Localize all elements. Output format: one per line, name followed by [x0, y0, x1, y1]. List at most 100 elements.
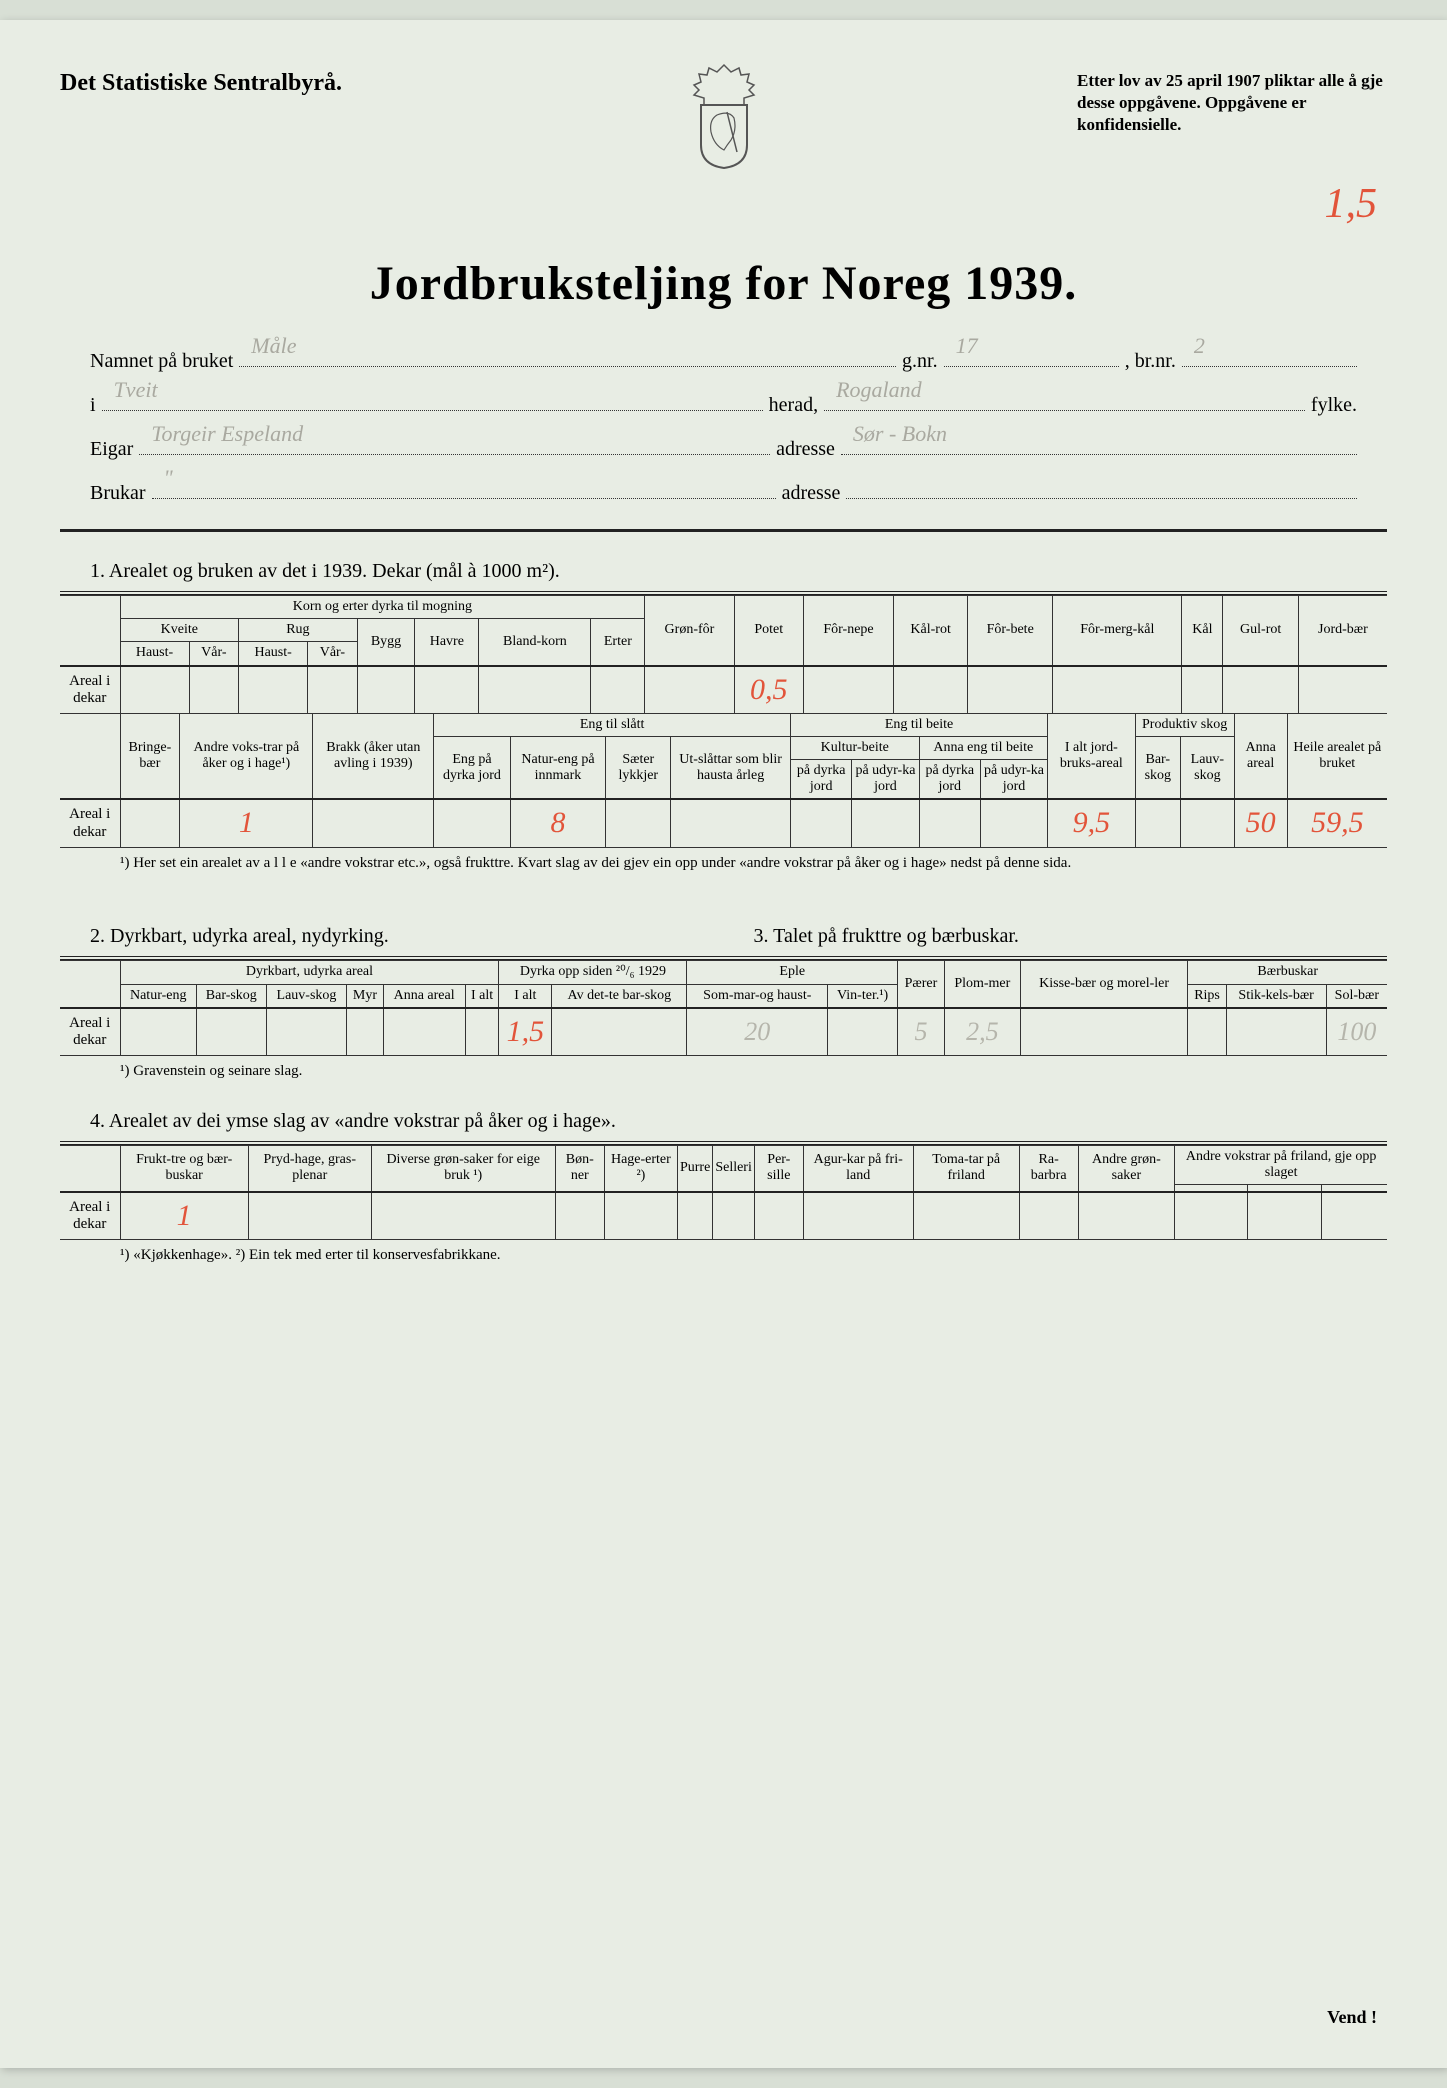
val-natureng: 8 [510, 799, 606, 847]
col-pryd: Pryd-hage, gras-plenar [248, 1145, 371, 1192]
col-bringe: Bringe-bær [120, 714, 180, 800]
label-brukar: Brukar [90, 473, 146, 513]
col-tomat: Toma-tar på friland [913, 1145, 1019, 1192]
col-fornepe: Fôr-nepe [803, 596, 893, 666]
col-saeter: Sæter lykkjer [606, 737, 671, 800]
col-dyrkaopp: Dyrka opp siden ²⁰/₆ 1929 [499, 961, 687, 984]
col-engdyrka: Eng på dyrka jord [434, 737, 510, 800]
col-andrefri: Andre vokstrar på friland, gje opp slage… [1175, 1145, 1387, 1184]
col-bland: Bland-korn [479, 619, 591, 666]
section3-title: 3. Talet på frukttre og bærbuskar. [754, 925, 1388, 948]
col-kalrot: Kål-rot [894, 596, 968, 666]
col-kulturbeite: Kultur-beite [790, 737, 919, 760]
col-rug: Rug [239, 619, 358, 642]
col-lauvskog2: Lauv-skog [266, 984, 347, 1008]
section2-title: 2. Dyrkbart, udyrka areal, nydyrking. [90, 925, 724, 948]
val-ialt: 9,5 [1048, 799, 1135, 847]
form-title: Jordbruksteljing for Noreg 1939. [60, 256, 1387, 311]
table1b: Bringe-bær Andre voks-trar på åker og i … [60, 713, 1387, 848]
col-ialtjord: I alt jord-bruks-areal [1048, 714, 1135, 800]
col-barskog: Bar-skog [1135, 737, 1181, 800]
section4-title: 4. Arealet av dei ymse slag av «andre vo… [90, 1110, 1387, 1133]
col-purre: Purre [677, 1145, 712, 1192]
turn-over-label: Vend ! [1327, 2007, 1377, 2028]
col-engbeite: Eng til beite [790, 714, 1047, 737]
col-paerer: Pærer [898, 961, 945, 1008]
col-baerbuskar: Bærbuskar [1188, 961, 1387, 984]
col-potet: Potet [734, 596, 803, 666]
identification-block: Namnet på bruket Måle g.nr. 17 , br.nr. … [60, 341, 1387, 513]
col-rabarbra: Ra-barbra [1019, 1145, 1078, 1192]
val-solbaer: 100 [1326, 1008, 1387, 1056]
col-ialt3: I alt [499, 984, 552, 1008]
col-rug-haust: Haust- [239, 642, 308, 666]
col-natureng2: Natur-eng [120, 984, 196, 1008]
section1-title: 1. Arealet og bruken av det i 1939. Deka… [90, 560, 1387, 583]
col-vinter: Vin-ter.¹) [828, 984, 898, 1008]
table4: Frukt-tre og bær-buskar Pryd-hage, gras-… [60, 1145, 1387, 1241]
label-adresse: adresse [776, 429, 835, 469]
col-sommar: Som-mar-og haust- [687, 984, 828, 1008]
label-fylke: fylke. [1311, 385, 1357, 425]
legal-notice: Etter lov av 25 april 1907 pliktar alle … [1077, 70, 1387, 136]
col-hageerter: Hage-erter ²) [604, 1145, 677, 1192]
col-dyrkbart-group: Dyrkbart, udyrka areal [120, 961, 499, 984]
col-havre: Havre [415, 619, 479, 666]
label-i: i [90, 385, 96, 425]
val-plommer: 2,5 [944, 1008, 1020, 1056]
col-andrev: Andre voks-trar på åker og i hage¹) [180, 714, 313, 800]
footnote-s4: ¹) «Kjøkkenhage». ²) Ein tek med erter t… [120, 1246, 1387, 1266]
col-avdet: Av det-te bar-skog [552, 984, 687, 1008]
field-parish: Tveit [102, 387, 763, 411]
coat-of-arms-icon [679, 60, 769, 170]
field-brnr: 2 [1182, 343, 1357, 367]
val-ialt2: 1,5 [499, 1008, 552, 1056]
col-kv-var: Vår- [189, 642, 239, 666]
footnote-s1: ¹) Her set ein arealet av a l l e «andre… [120, 854, 1387, 874]
col-engslatt: Eng til slått [434, 714, 791, 737]
label-adresse2: adresse [782, 473, 841, 513]
col-brakk: Brakk (åker utan avling i 1939) [313, 714, 434, 800]
label-name: Namnet på bruket [90, 341, 233, 381]
col-erter: Erter [591, 619, 645, 666]
col-forbete: Fôr-bete [968, 596, 1053, 666]
row-label-1a: Areal i dekar [60, 666, 120, 714]
row-label-23: Areal i dekar [60, 1008, 120, 1056]
col-selleri: Selleri [713, 1145, 755, 1192]
field-name: Måle [239, 343, 896, 367]
col-heile: Heile arealet på bruket [1287, 714, 1387, 800]
col-stikkels: Stik-kels-bær [1226, 984, 1326, 1008]
row-label-4: Areal i dekar [60, 1192, 120, 1240]
val-heile: 59,5 [1287, 799, 1387, 847]
col-kv-haust: Haust- [120, 642, 189, 666]
col-kveite: Kveite [120, 619, 239, 642]
col-kb-dyrka: på dyrka jord [790, 760, 851, 800]
col-barskog2: Bar-skog [196, 984, 266, 1008]
footnote-s2: ¹) Gravenstein og seinare slag. [120, 1062, 1387, 1082]
col-grain-group: Korn og erter dyrka til mogning [120, 596, 645, 619]
col-bonner: Bøn-ner [555, 1145, 604, 1192]
agency-name: Det Statistiske Sentralbyrå. [60, 70, 342, 97]
col-anna2: Anna areal [383, 984, 465, 1008]
col-rips: Rips [1188, 984, 1226, 1008]
val-frukt: 1 [120, 1192, 248, 1240]
col-frukt: Frukt-tre og bær-buskar [120, 1145, 248, 1192]
col-rug-var: Vår- [308, 642, 358, 666]
col-ab-dyrka: på dyrka jord [919, 760, 980, 800]
col-plommer: Plom-mer [944, 961, 1020, 1008]
col-diverse: Diverse grøn-saker for eige bruk ¹) [371, 1145, 555, 1192]
field-eigar: Torgeir Espeland [139, 431, 770, 455]
label-eigar: Eigar [90, 429, 133, 469]
col-natureng: Natur-eng på innmark [510, 737, 606, 800]
val-potet: 0,5 [734, 666, 803, 714]
table1a: Korn og erter dyrka til mogning Grøn-fôr… [60, 595, 1387, 714]
col-persille: Per-sille [754, 1145, 803, 1192]
col-formerg: Fôr-merg-kål [1053, 596, 1182, 666]
col-ialt2: I alt [465, 984, 499, 1008]
row-label-1b: Areal i dekar [60, 799, 120, 847]
col-ab-udyrka: på udyr-ka jord [980, 760, 1047, 800]
col-utslattar: Ut-slåttar som blir hausta årleg [671, 737, 791, 800]
col-kal: Kål [1182, 596, 1223, 666]
annotation-red-top: 1,5 [1325, 180, 1378, 228]
col-annaareal: Anna areal [1234, 714, 1287, 800]
